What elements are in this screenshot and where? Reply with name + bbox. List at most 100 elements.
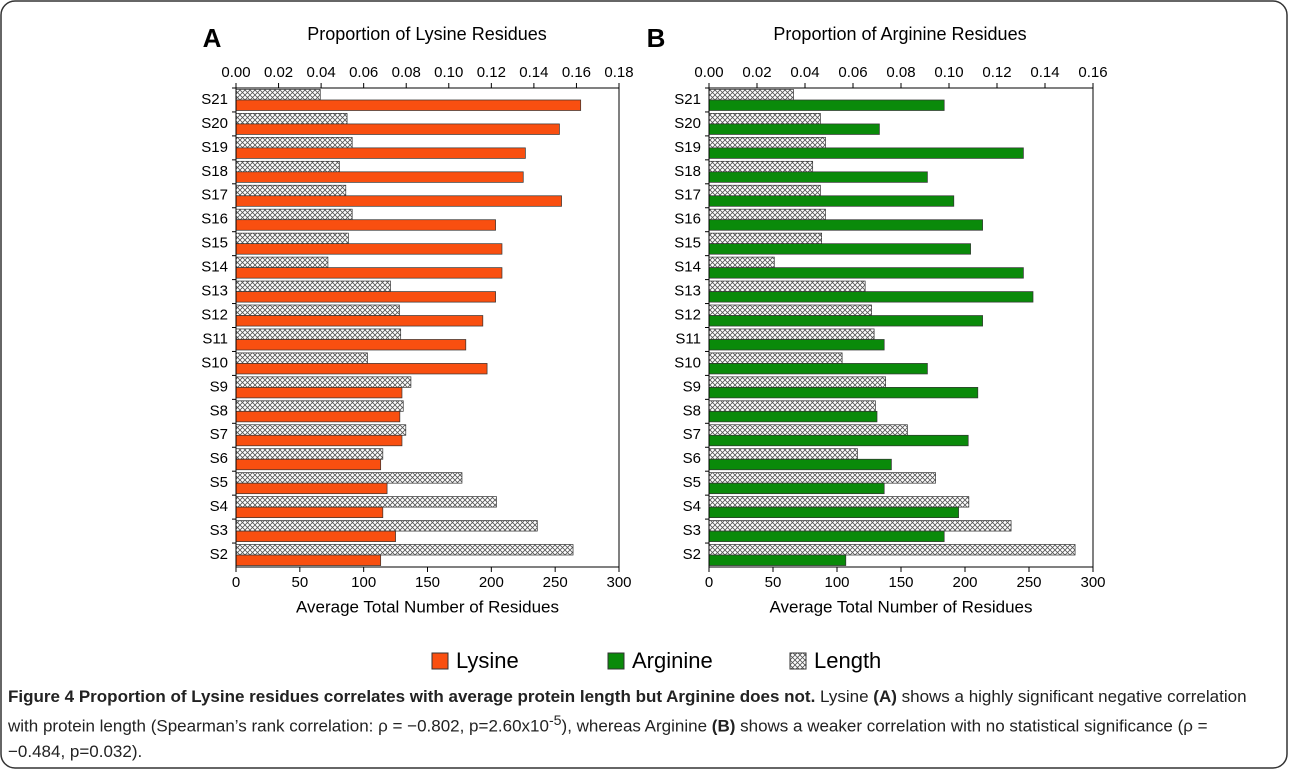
bar	[708, 304, 872, 316]
y-tick-label: S18	[674, 163, 701, 180]
legend-swatch	[431, 652, 449, 670]
y-tick-label: S13	[201, 283, 228, 300]
bar	[708, 243, 971, 255]
caption-sup: -5	[548, 713, 562, 729]
x-tick-label: 250	[543, 574, 568, 591]
bar	[235, 256, 329, 268]
x2-tick-label: 0.12	[982, 64, 1011, 81]
y-tick-label: S14	[674, 259, 701, 276]
chart-title: Proportion of Arginine Residues	[773, 24, 1026, 44]
bar	[235, 195, 562, 207]
y-tick-label: S4	[683, 498, 701, 515]
x2-tick-label: 0.14	[1030, 64, 1059, 81]
y-tick-label: S18	[201, 163, 228, 180]
bar	[235, 520, 538, 532]
bar	[235, 113, 348, 125]
x2-tick-label: 0.00	[221, 64, 250, 81]
bar	[235, 458, 382, 471]
bar	[235, 554, 382, 566]
y-tick-label: S3	[683, 522, 701, 539]
caption-title: Figure 4 Proportion of Lysine residues c…	[8, 687, 816, 706]
bar	[235, 496, 497, 508]
bar	[708, 506, 959, 519]
bar	[708, 147, 1024, 159]
bar	[235, 448, 384, 460]
y-tick-label: S16	[674, 211, 701, 228]
bar	[235, 219, 496, 231]
bar	[235, 136, 353, 149]
bar	[708, 123, 880, 135]
bar	[235, 160, 340, 173]
x-tick-label: 50	[765, 574, 782, 591]
bar	[235, 123, 560, 135]
bar	[235, 99, 582, 111]
y-tick-label: S9	[210, 378, 228, 395]
bar	[235, 506, 384, 519]
bar	[235, 530, 396, 542]
plot-frame	[708, 87, 1094, 568]
bar	[708, 256, 775, 268]
bar	[235, 184, 347, 197]
y-tick-label: S20	[674, 115, 701, 132]
bar	[235, 376, 412, 388]
legend-label: Lysine	[456, 648, 519, 673]
bar	[708, 410, 878, 423]
y-tick-label: S12	[201, 306, 228, 323]
x2-tick-label: 0.02	[264, 64, 293, 81]
y-tick-label: S14	[201, 259, 228, 276]
x2-tick-label: 0.06	[838, 64, 867, 81]
y-tick-label: S11	[202, 330, 228, 347]
bar	[235, 304, 400, 316]
bar	[708, 544, 1076, 556]
bar	[708, 363, 928, 375]
bar	[235, 171, 524, 183]
bar	[235, 544, 574, 556]
bar	[235, 280, 391, 292]
bar	[235, 232, 349, 245]
bar	[708, 208, 826, 221]
y-tick-label: S12	[674, 306, 701, 323]
bar	[708, 458, 892, 471]
legend-label: Length	[814, 648, 881, 673]
y-tick-label: S4	[210, 498, 228, 515]
bar	[708, 530, 945, 542]
y-tick-label: S15	[201, 235, 228, 252]
y-tick-label: S13	[674, 283, 701, 300]
caption-text: shows a highly significant negative corr…	[8, 687, 1247, 736]
bar	[235, 472, 463, 484]
x-tick-label: 300	[606, 574, 631, 591]
y-tick-label: S8	[683, 402, 701, 419]
bar	[708, 482, 885, 495]
bar	[708, 267, 1024, 279]
y-tick-label: S10	[201, 354, 228, 371]
x2-tick-label: 0.06	[349, 64, 378, 81]
bar	[708, 352, 843, 364]
bar	[235, 482, 388, 495]
bar	[708, 400, 876, 412]
x-axis-label: Average Total Number of Residues	[769, 597, 1032, 616]
bar	[708, 291, 1034, 303]
y-tick-label: S17	[674, 187, 701, 204]
x2-tick-label: 0.08	[392, 64, 421, 81]
bar	[708, 113, 821, 125]
y-tick-label: S7	[683, 426, 701, 443]
bar	[235, 339, 467, 351]
x2-tick-label: 0.16	[562, 64, 591, 81]
y-tick-label: S5	[210, 474, 228, 491]
caption-bold: (B)	[711, 716, 736, 736]
bar	[708, 232, 822, 245]
bar	[708, 160, 814, 173]
bar	[235, 352, 368, 364]
legend-swatch	[607, 652, 625, 670]
bar	[235, 400, 404, 412]
y-tick-label: S17	[201, 187, 228, 204]
bar	[708, 520, 1012, 532]
y-tick-label: S6	[683, 450, 701, 467]
x2-tick-label: 0.12	[477, 64, 506, 81]
bar	[235, 267, 503, 279]
y-tick-label: S16	[201, 211, 228, 228]
bar	[708, 339, 885, 351]
x2-tick-label: 0.04	[307, 64, 336, 81]
x2-tick-label: 0.14	[519, 64, 548, 81]
bar	[235, 328, 402, 340]
